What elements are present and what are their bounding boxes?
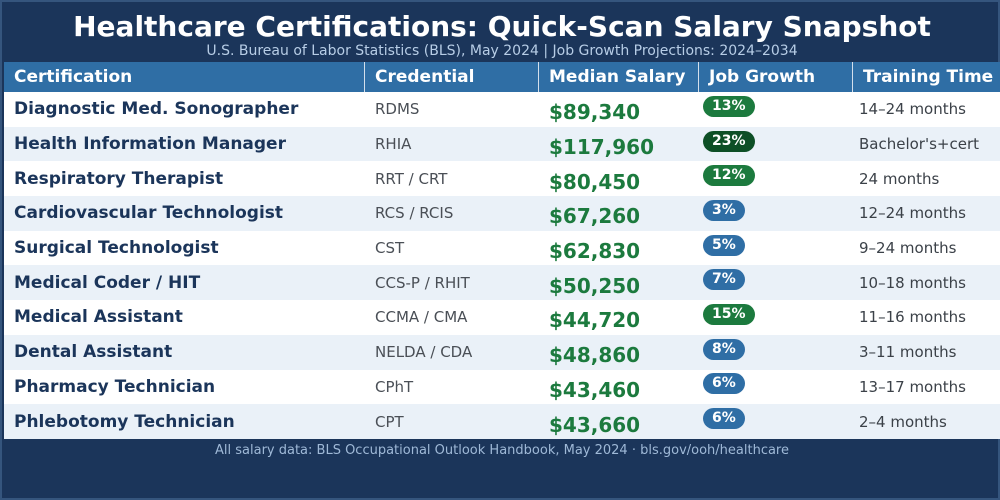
cell-certification: Pharmacy Technician [14, 376, 216, 397]
cell-certification: Respiratory Therapist [14, 168, 224, 189]
cell-job-growth: 3% [699, 196, 853, 231]
table-body: Diagnostic Med. Sonographer RDMS $89,340 13… [4, 92, 1000, 439]
table-row: Health Information Manager RHIA $117,960 23… [4, 126, 1000, 162]
cell-median-salary: $117,960 [549, 135, 655, 160]
table-row: Surgical Technologist CST $62,830 5% 9–24 mo… [4, 230, 1000, 266]
growth-badge: 8% [703, 338, 745, 360]
table-row: Medical Assistant CCMA / CMA $44,720 15% 11–… [4, 300, 1000, 335]
column-header-job-growth: Job Growth [699, 62, 853, 92]
page-subtitle: U.S. Bureau of Labor Statistics (BLS), M… [206, 43, 798, 59]
cell-credential: RDMS [375, 100, 420, 119]
cell-training-time: 24 months [859, 169, 940, 188]
cell-training-time: Bachelor's+cert [859, 135, 980, 154]
growth-badge: 12% [703, 165, 755, 187]
growth-badge: 13% [703, 95, 755, 117]
growth-badge: 6% [703, 373, 745, 395]
cell-training-time: 10–18 months [859, 273, 966, 292]
cell-certification: Cardiovascular Technologist [14, 203, 284, 224]
growth-badge: 7% [703, 269, 745, 291]
cell-job-growth: 13% [699, 92, 853, 127]
cell-credential: RRT / CRT [375, 169, 448, 188]
cell-training-time: 9–24 months [859, 239, 957, 258]
cell-credential: CCMA / CMA [375, 308, 468, 327]
cell-median-salary: $67,260 [549, 204, 641, 229]
table-row: Dental Assistant NELDA / CDA $48,860 8% 3–11… [4, 334, 1000, 370]
cell-median-salary: $50,250 [549, 273, 641, 298]
cell-certification: Diagnostic Med. Sonographer [14, 99, 299, 120]
column-header-credential: Credential [365, 62, 539, 92]
table-row: Cardiovascular Technologist RCS / RCIS $67… [4, 196, 1000, 231]
cell-certification: Phlebotomy Technician [14, 411, 235, 432]
cell-credential: CPhT [375, 377, 414, 396]
cell-job-growth: 15% [699, 300, 853, 335]
cell-job-growth: 8% [699, 335, 853, 370]
cell-job-growth: 23% [699, 127, 853, 162]
cell-job-growth: 6% [699, 370, 853, 405]
cell-median-salary: $48,860 [549, 343, 641, 368]
cell-credential: NELDA / CDA [375, 343, 473, 362]
cell-training-time: 3–11 months [859, 343, 957, 362]
cell-median-salary: $80,450 [549, 169, 641, 194]
cell-credential: RHIA [375, 135, 412, 154]
column-header-median-salary: Median Salary [539, 62, 699, 92]
growth-badge: 5% [703, 234, 745, 256]
cell-credential: CST [375, 239, 405, 258]
cell-certification: Health Information Manager [14, 134, 286, 155]
cell-median-salary: $89,340 [549, 100, 641, 125]
cell-training-time: 2–4 months [859, 412, 947, 431]
growth-badge: 15% [703, 303, 755, 325]
cell-credential: RCS / RCIS [375, 204, 454, 223]
table-header-row: Certification Credential Median Salary J… [4, 62, 1000, 92]
cell-median-salary: $43,460 [549, 377, 641, 402]
cell-credential: CPT [375, 412, 404, 431]
growth-badge: 23% [703, 130, 755, 152]
growth-badge: 3% [703, 199, 745, 221]
cell-training-time: 14–24 months [859, 100, 966, 119]
table-row: Medical Coder / HIT CCS-P / RHIT $50,250 7%… [4, 265, 1000, 301]
cell-certification: Medical Coder / HIT [14, 272, 201, 293]
cell-training-time: 12–24 months [859, 204, 966, 223]
table-row: Phlebotomy Technician CPT $43,660 6% 2–4 mon… [4, 404, 1000, 439]
table-row: Pharmacy Technician CPhT $43,460 6% 13–17 mo… [4, 369, 1000, 405]
salary-table: Certification Credential Median Salary J… [4, 62, 1000, 439]
cell-certification: Medical Assistant [14, 307, 183, 328]
cell-job-growth: 6% [699, 404, 853, 439]
cell-median-salary: $43,660 [549, 412, 641, 437]
cell-job-growth: 5% [699, 231, 853, 266]
column-header-training-time: Training Time [863, 67, 994, 87]
cell-credential: CCS-P / RHIT [375, 273, 470, 292]
footer-source-note: All salary data: BLS Occupational Outloo… [215, 443, 789, 458]
cell-job-growth: 12% [699, 161, 853, 196]
cell-certification: Surgical Technologist [14, 238, 219, 259]
page-title: Healthcare Certifications: Quick-Scan Sa… [73, 10, 931, 43]
table-row: Respiratory Therapist RRT / CRT $80,450 12%… [4, 161, 1000, 197]
cell-training-time: 11–16 months [859, 308, 966, 327]
growth-badge: 6% [703, 408, 745, 430]
cell-certification: Dental Assistant [14, 342, 173, 363]
cell-job-growth: 7% [699, 265, 853, 300]
cell-median-salary: $62,830 [549, 239, 641, 264]
column-header-certification: Certification [4, 62, 365, 92]
table-row: Diagnostic Med. Sonographer RDMS $89,340 13… [4, 92, 1000, 127]
cell-median-salary: $44,720 [549, 308, 641, 333]
cell-training-time: 13–17 months [859, 377, 966, 396]
